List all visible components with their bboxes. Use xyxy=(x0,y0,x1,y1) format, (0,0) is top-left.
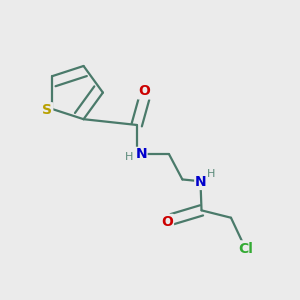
Text: O: O xyxy=(161,215,173,229)
Text: N: N xyxy=(195,176,206,189)
Text: N: N xyxy=(135,147,147,161)
Text: Cl: Cl xyxy=(238,242,253,256)
Text: S: S xyxy=(42,103,52,118)
Text: H: H xyxy=(125,152,134,162)
Text: O: O xyxy=(138,84,150,98)
Text: H: H xyxy=(207,169,215,178)
